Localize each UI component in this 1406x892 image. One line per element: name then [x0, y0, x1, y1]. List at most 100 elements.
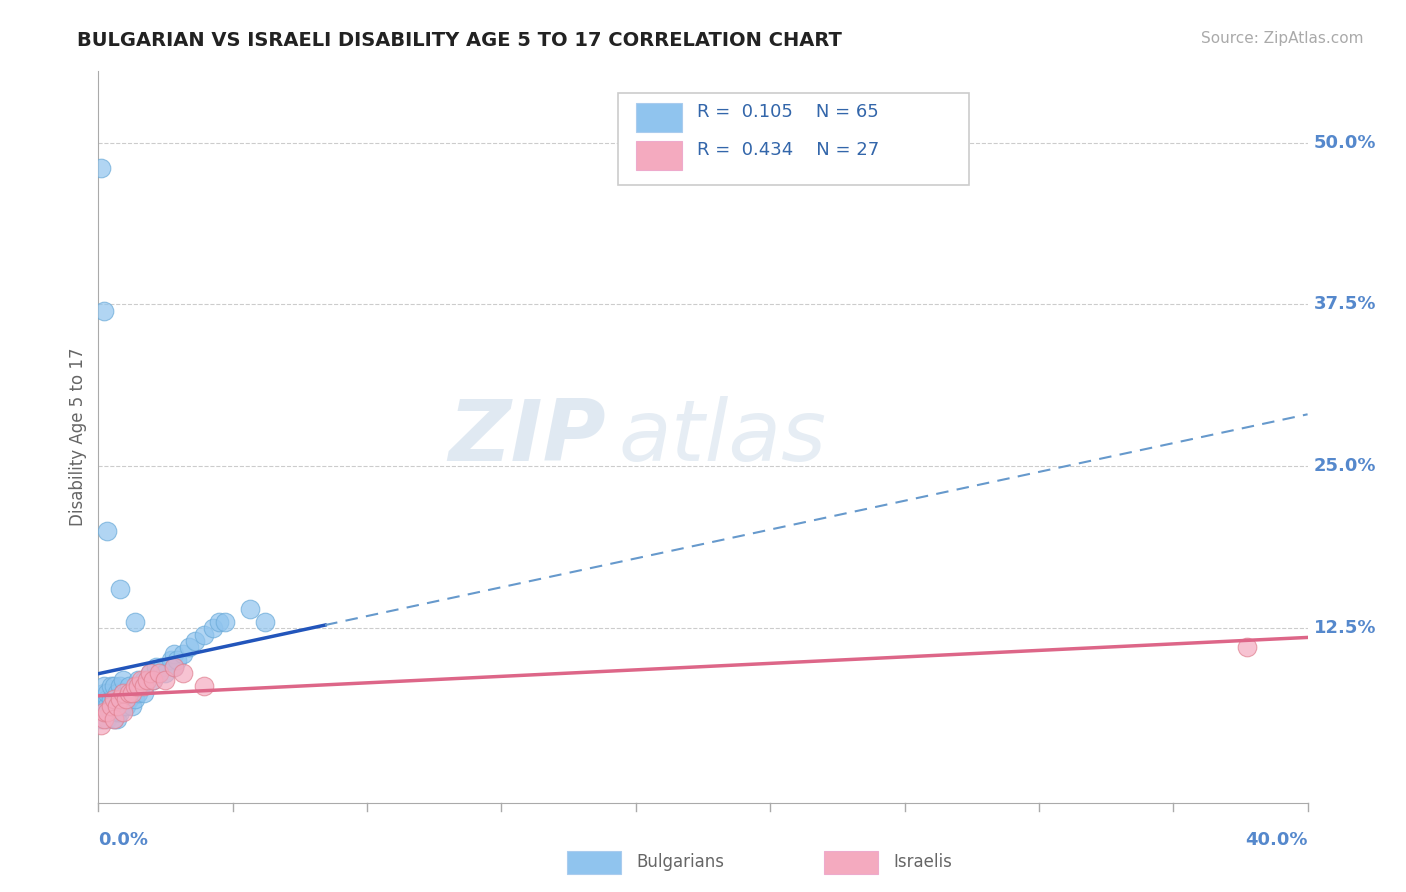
- Point: [93, 679, 115, 693]
- Text: 37.5%: 37.5%: [1313, 295, 1376, 313]
- Point: [132, 673, 155, 687]
- Point: [184, 634, 207, 648]
- Point: [124, 615, 146, 629]
- Point: [105, 698, 128, 713]
- Point: [100, 692, 122, 706]
- Text: Source: ZipAtlas.com: Source: ZipAtlas.com: [1201, 31, 1364, 46]
- Bar: [637, 141, 682, 170]
- Point: [108, 692, 131, 706]
- Point: [172, 666, 194, 681]
- Point: [202, 621, 225, 635]
- Point: [103, 692, 125, 706]
- Point: [103, 692, 125, 706]
- Text: 50.0%: 50.0%: [1313, 134, 1376, 152]
- Point: [132, 686, 155, 700]
- Point: [96, 698, 118, 713]
- Point: [153, 666, 176, 681]
- Text: R =  0.434    N = 27: R = 0.434 N = 27: [697, 141, 879, 159]
- Point: [127, 679, 149, 693]
- Point: [121, 686, 143, 700]
- Point: [96, 712, 118, 726]
- Point: [142, 673, 165, 687]
- Point: [103, 712, 125, 726]
- Point: [96, 686, 118, 700]
- Point: [111, 673, 134, 687]
- Point: [166, 653, 188, 667]
- Point: [193, 627, 215, 641]
- Point: [103, 679, 125, 693]
- Text: Israelis: Israelis: [893, 854, 952, 871]
- Point: [90, 692, 112, 706]
- Point: [105, 705, 128, 719]
- Point: [139, 666, 162, 681]
- Point: [93, 698, 115, 713]
- Point: [153, 673, 176, 687]
- Point: [145, 660, 167, 674]
- Point: [90, 718, 112, 732]
- Point: [118, 692, 141, 706]
- Point: [108, 692, 131, 706]
- Point: [105, 698, 128, 713]
- Point: [96, 692, 118, 706]
- Point: [100, 698, 122, 713]
- Point: [193, 679, 215, 693]
- Point: [118, 686, 141, 700]
- Point: [96, 705, 118, 719]
- Point: [90, 712, 112, 726]
- Point: [111, 686, 134, 700]
- Point: [105, 686, 128, 700]
- Bar: [567, 851, 621, 874]
- Text: Bulgarians: Bulgarians: [637, 854, 724, 871]
- Point: [129, 673, 152, 687]
- Point: [208, 615, 231, 629]
- Point: [108, 582, 131, 597]
- Point: [239, 601, 262, 615]
- Point: [179, 640, 201, 655]
- Point: [90, 705, 112, 719]
- Point: [160, 653, 183, 667]
- Point: [111, 705, 134, 719]
- Point: [148, 666, 170, 681]
- Point: [105, 712, 128, 726]
- Point: [90, 161, 112, 176]
- Point: [121, 686, 143, 700]
- Point: [150, 660, 173, 674]
- Point: [118, 679, 141, 693]
- Point: [142, 673, 165, 687]
- Point: [135, 673, 157, 687]
- Point: [163, 660, 186, 674]
- Point: [129, 679, 152, 693]
- Point: [108, 679, 131, 693]
- Text: 0.0%: 0.0%: [98, 831, 149, 849]
- Text: atlas: atlas: [619, 395, 827, 479]
- Point: [172, 647, 194, 661]
- Point: [93, 705, 115, 719]
- Text: 12.5%: 12.5%: [1313, 619, 1376, 637]
- Point: [121, 698, 143, 713]
- Text: 40.0%: 40.0%: [1246, 831, 1308, 849]
- Text: R =  0.105    N = 65: R = 0.105 N = 65: [697, 103, 879, 120]
- Point: [214, 615, 236, 629]
- FancyBboxPatch shape: [619, 94, 969, 185]
- Point: [111, 686, 134, 700]
- Point: [124, 692, 146, 706]
- Point: [1236, 640, 1258, 655]
- Point: [103, 712, 125, 726]
- Point: [124, 679, 146, 693]
- Point: [100, 705, 122, 719]
- Point: [93, 303, 115, 318]
- Point: [139, 666, 162, 681]
- Text: BULGARIAN VS ISRAELI DISABILITY AGE 5 TO 17 CORRELATION CHART: BULGARIAN VS ISRAELI DISABILITY AGE 5 TO…: [77, 31, 842, 50]
- Point: [114, 692, 136, 706]
- Point: [163, 660, 186, 674]
- Point: [135, 673, 157, 687]
- Point: [108, 705, 131, 719]
- Point: [93, 686, 115, 700]
- Point: [148, 666, 170, 681]
- Point: [93, 705, 115, 719]
- Y-axis label: Disability Age 5 to 17: Disability Age 5 to 17: [69, 348, 87, 526]
- Point: [127, 673, 149, 687]
- Point: [100, 679, 122, 693]
- Point: [253, 615, 276, 629]
- Point: [114, 698, 136, 713]
